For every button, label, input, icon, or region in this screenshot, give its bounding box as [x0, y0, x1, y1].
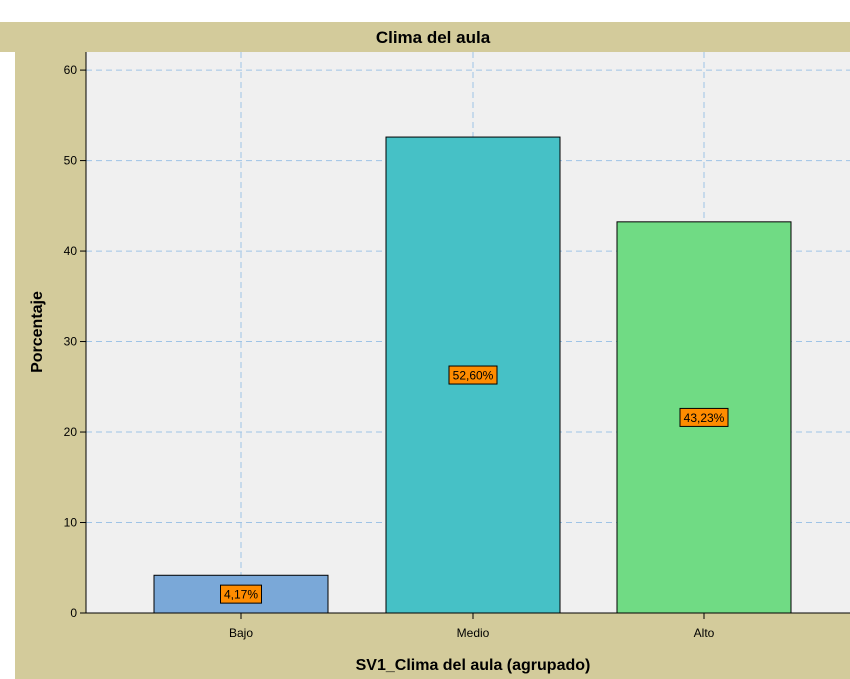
- data-label-bajo: 4,17%: [220, 584, 262, 604]
- y-tick-label: 20: [64, 425, 78, 439]
- y-tick-label: 60: [64, 63, 78, 77]
- y-tick-label: 50: [64, 154, 78, 168]
- x-axis-ticks: Bajo Medio Alto: [229, 613, 715, 640]
- data-label-text: 43,23%: [684, 411, 725, 425]
- chart-title: Clima del aula: [376, 28, 491, 47]
- x-tick-label: Alto: [694, 626, 715, 640]
- x-axis-title: SV1_Clima del aula (agrupado): [356, 657, 591, 674]
- x-tick-label: Medio: [457, 626, 490, 640]
- y-axis-title: Porcentaje: [29, 291, 46, 373]
- frame-bottom-band: [15, 613, 850, 679]
- data-label-box: [220, 584, 262, 604]
- y-tick-label: 0: [70, 606, 77, 620]
- y-tick-label: 40: [64, 244, 78, 258]
- bar-data-labels: 4,17% 52,60% 43,23%: [220, 365, 729, 604]
- data-label-alto: 43,23%: [679, 407, 729, 427]
- y-axis-ticks: 0 10 20 30 40 50 60: [64, 63, 86, 620]
- x-tick-label: Bajo: [229, 626, 253, 640]
- data-label-text: 4,17%: [224, 588, 258, 602]
- y-tick-label: 10: [64, 516, 78, 530]
- data-label-medio: 52,60%: [448, 365, 498, 385]
- frame-top-band: [0, 22, 850, 52]
- y-tick-label: 30: [64, 335, 78, 349]
- data-label-box: [448, 365, 498, 385]
- frame-left-band: [15, 52, 86, 653]
- data-label-box: [679, 407, 729, 427]
- data-label-text: 52,60%: [453, 369, 494, 383]
